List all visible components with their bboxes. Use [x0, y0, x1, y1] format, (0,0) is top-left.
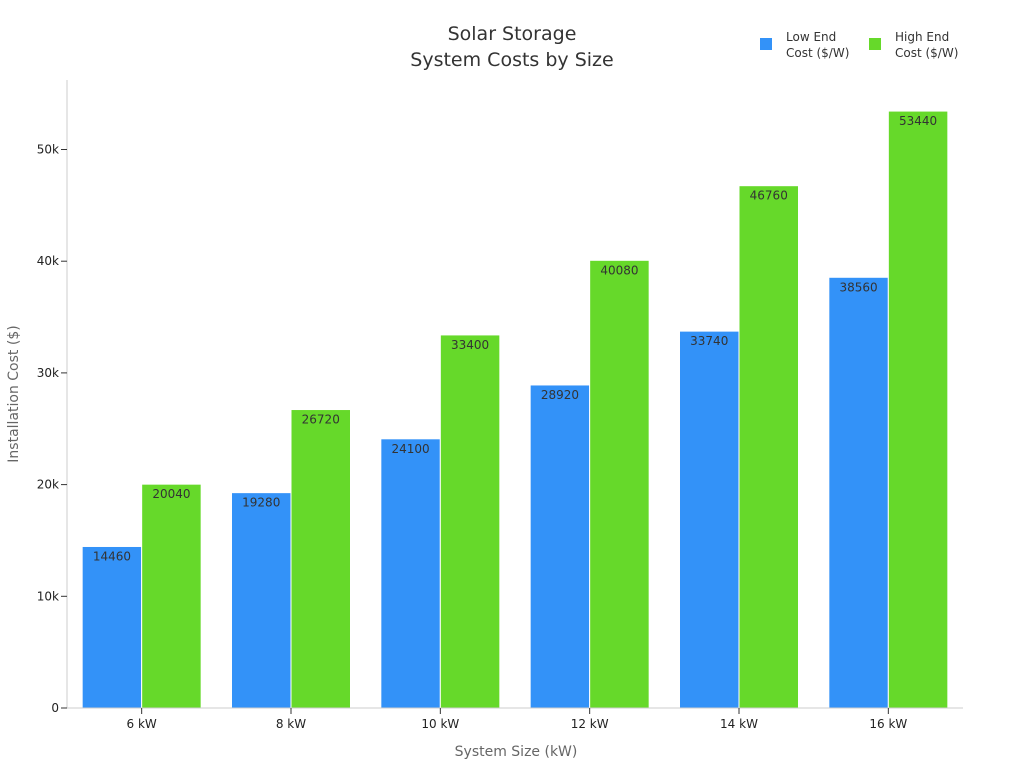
x-axis-ticks: 6 kW 8 kW 10 kW 12 kW 14 kW 16 kW — [127, 708, 907, 731]
bar-low-end[interactable] — [828, 276, 889, 709]
legend-label-high-end-line-1: High End — [895, 30, 949, 44]
bar-high-end[interactable] — [290, 409, 351, 709]
bar-value-label: 19280 — [242, 496, 280, 510]
bar-low-end[interactable] — [231, 492, 292, 709]
bar-low-end[interactable] — [529, 384, 591, 709]
y-tick-label: 20k — [37, 478, 59, 492]
bar-value-label: 53440 — [899, 114, 937, 128]
bar-value-label: 24100 — [391, 442, 429, 456]
x-tick-label: 12 kW — [571, 717, 609, 731]
legend-item-low-end[interactable]: Low End Cost ($/W) — [760, 30, 849, 60]
y-tick-label: 10k — [37, 589, 59, 603]
bar-value-label: 33740 — [690, 334, 728, 348]
bar-low-end[interactable] — [679, 330, 740, 709]
legend-swatch-low-end — [760, 38, 772, 50]
bar-low-end[interactable] — [81, 545, 143, 709]
bar-value-label: 14460 — [93, 549, 131, 563]
chart-title-line-2: System Costs by Size — [410, 49, 613, 71]
x-axis-title: System Size (kW) — [455, 744, 578, 760]
x-tick-label: 14 kW — [720, 717, 758, 731]
legend: Low End Cost ($/W) High End Cost ($/W) — [760, 30, 958, 60]
y-axis-title: Installation Cost ($) — [6, 325, 22, 462]
bar-value-label: 40080 — [600, 263, 638, 277]
legend-item-high-end[interactable]: High End Cost ($/W) — [869, 30, 958, 60]
y-tick-label: 50k — [37, 143, 59, 157]
chart-title: Solar Storage System Costs by Size — [410, 23, 613, 71]
bar-high-end[interactable] — [738, 185, 799, 709]
bar-value-label: 20040 — [152, 487, 190, 501]
bar-high-end[interactable] — [141, 483, 202, 709]
bar-high-end[interactable] — [887, 110, 949, 709]
y-axis-ticks: 0 10k 20k 30k 40k 50k — [37, 143, 67, 715]
bar-value-label: 38560 — [839, 280, 877, 294]
x-tick-label: 8 kW — [276, 717, 306, 731]
bar-value-label: 28920 — [541, 388, 579, 402]
x-tick-label: 6 kW — [127, 717, 157, 731]
bar-value-label: 26720 — [302, 413, 340, 427]
y-tick-label: 30k — [37, 366, 59, 380]
legend-swatch-high-end — [869, 38, 881, 50]
y-tick-label: 0 — [51, 701, 59, 715]
legend-label-low-end-line-1: Low End — [786, 30, 836, 44]
x-tick-label: 16 kW — [869, 717, 907, 731]
bar-low-end[interactable] — [380, 438, 441, 709]
bar-value-label: 33400 — [451, 338, 489, 352]
bar-high-end[interactable] — [589, 259, 650, 709]
plot-area: 14460 20040 19280 26720 24100 33400 28920 40080… — [81, 110, 949, 709]
legend-label-low-end-line-2: Cost ($/W) — [786, 46, 849, 60]
y-tick-label: 40k — [37, 254, 59, 268]
x-tick-label: 10 kW — [421, 717, 459, 731]
bar-value-label: 46760 — [750, 189, 788, 203]
legend-label-high-end-line-2: Cost ($/W) — [895, 46, 958, 60]
chart-title-line-1: Solar Storage — [448, 23, 577, 45]
bar-high-end[interactable] — [439, 334, 501, 709]
